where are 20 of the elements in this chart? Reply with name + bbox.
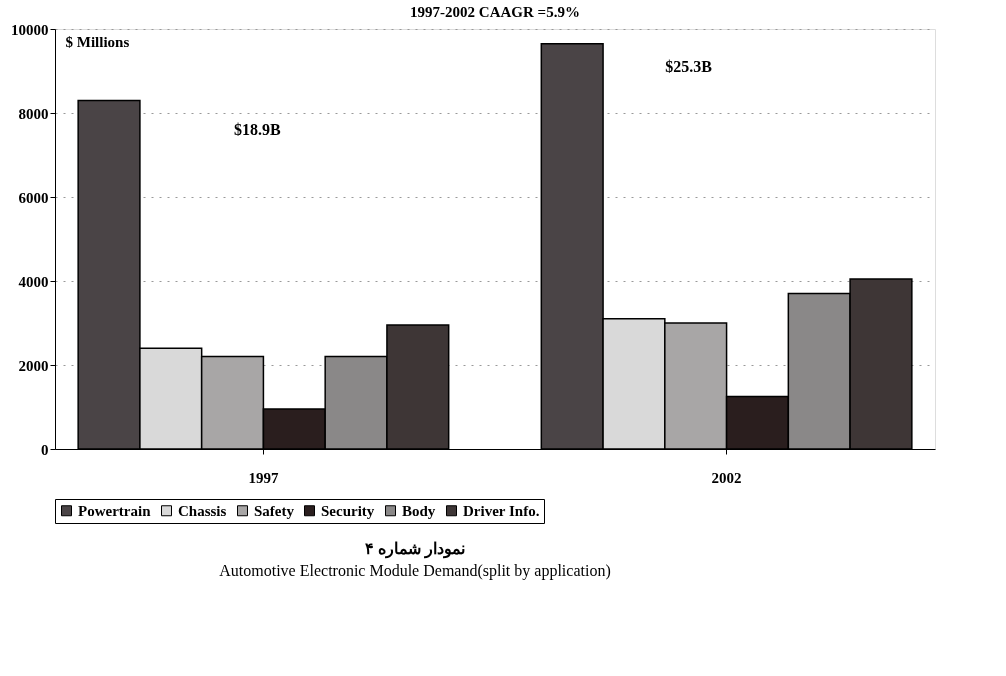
legend-label: Chassis [178, 502, 227, 519]
y-tick-label: 2000 [18, 357, 49, 374]
y-tick-label: 6000 [18, 189, 49, 206]
chart-title: 1997-2002 CAAGR =5.9% [410, 4, 580, 20]
y-tick-label: 10000 [11, 21, 49, 38]
x-tick-label: 2002 [711, 469, 742, 486]
annotation: $18.9B [234, 120, 282, 138]
legend-label: Security [321, 502, 375, 519]
legend-label: Body [402, 502, 436, 519]
text: نمودار شماره ۴ [365, 540, 465, 559]
legend-label: Safety [254, 502, 295, 519]
legend-label: Powertrain [78, 502, 152, 519]
annotation: $25.3B [665, 57, 713, 75]
x-tick-label: 1997 [248, 469, 279, 486]
y-tick-label: 8000 [18, 105, 49, 122]
y-tick-label: 4000 [18, 273, 49, 290]
legend-label: Driver Info. [463, 502, 540, 519]
text: Automotive Electronic Module Demand(split by application) [219, 562, 611, 580]
y-axis-title: $ Millions [65, 33, 130, 50]
y-tick-label: 0 [41, 441, 49, 458]
